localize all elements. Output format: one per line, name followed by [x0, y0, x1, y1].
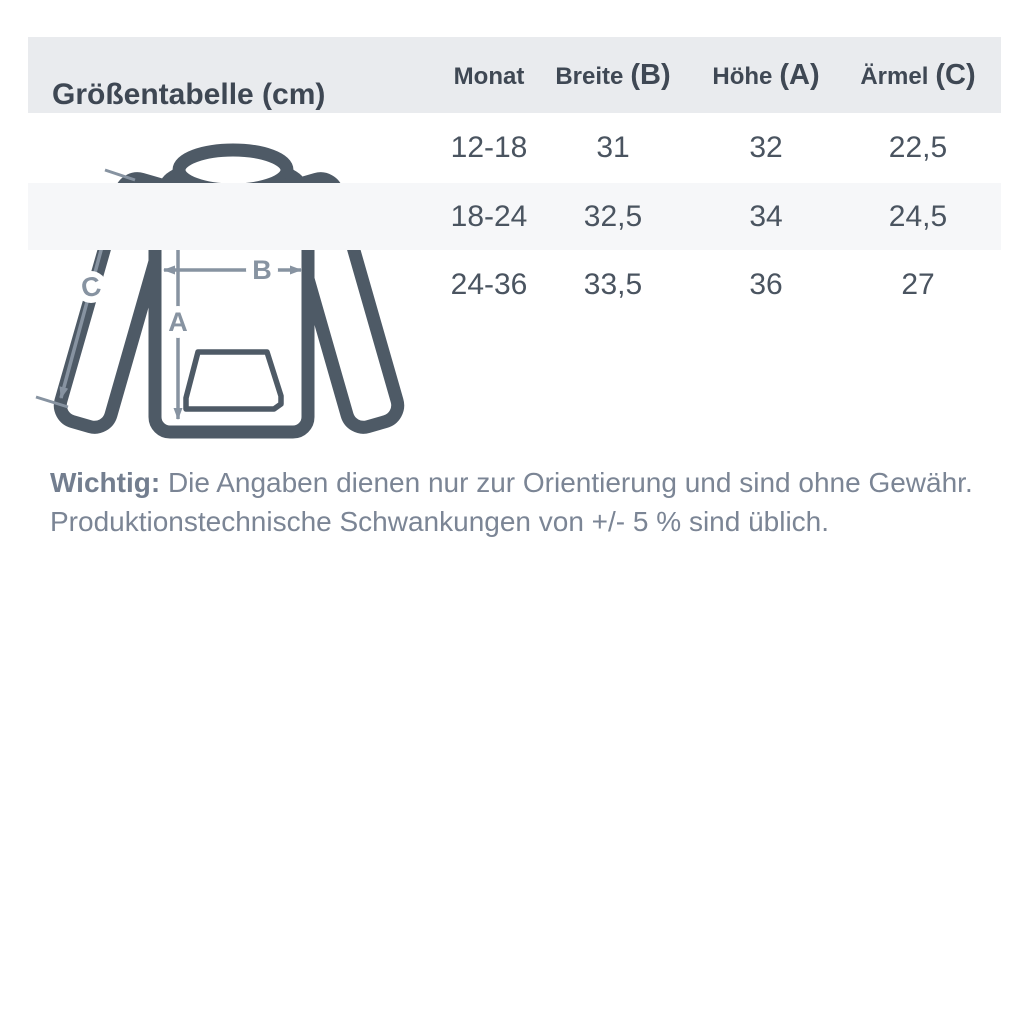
cell-monat: 24-36	[450, 268, 528, 301]
cell-aermel: 27	[901, 268, 935, 301]
column-header-breite: Breite (B)	[555, 37, 670, 113]
disclaimer-note: Wichtig: Die Angaben dienen nur zur Orie…	[50, 463, 980, 541]
page-title: Größentabelle (cm)	[52, 78, 326, 112]
disclaimer-note-bold: Wichtig:	[50, 467, 161, 498]
cell-monat: 18-24	[450, 199, 528, 233]
cell-breite: 31	[596, 131, 630, 164]
table-row: 12-18 31 32 22,5	[28, 113, 1001, 183]
disclaimer-note-line2: Produktionstechnische Schwankungen von +…	[50, 506, 830, 537]
size-table: Größentabelle (cm) Monat Breite (B) Höhe(…	[28, 37, 1001, 320]
column-header-dim: (A)	[779, 59, 820, 91]
cell-hoehe: 32	[749, 131, 783, 164]
cell-aermel: 24,5	[888, 199, 948, 233]
column-header-dim: (B)	[630, 59, 671, 91]
dimension-label-b: B	[252, 255, 272, 285]
cell-aermel: 22,5	[888, 131, 948, 164]
disclaimer-note-line1: Die Angaben dienen nur zur Orientierung …	[160, 467, 973, 498]
column-header-label: Höhe	[712, 63, 773, 90]
table-row: 18-24 32,5 34 24,5	[28, 183, 1001, 250]
column-header-label: Ärmel	[860, 63, 929, 90]
column-header-label: Monat	[453, 63, 525, 90]
cell-monat: 12-18	[450, 131, 528, 164]
dimension-labels: A B C	[75, 254, 278, 338]
column-header-hoehe: Höhe (A)	[712, 37, 819, 113]
cell-hoehe: 34	[749, 199, 783, 233]
cell-hoehe: 36	[749, 268, 783, 301]
dimension-c-top-tick	[104, 168, 136, 182]
cell-breite: 32,5	[583, 199, 643, 233]
column-header-monat: Monat	[454, 37, 525, 113]
cell-breite: 33,5	[583, 268, 643, 301]
table-row: 24-36 33,5 36 27	[28, 250, 1001, 320]
dimension-label-a: A	[168, 307, 188, 337]
column-header-aermel: Ärmel (C)	[860, 37, 975, 113]
column-header-label: Breite	[555, 63, 624, 90]
column-header-dim: (C)	[935, 59, 976, 91]
dimension-c-bottom-tick	[35, 395, 69, 409]
table-header-band	[28, 37, 1001, 113]
hoodie-pocket	[183, 349, 284, 412]
